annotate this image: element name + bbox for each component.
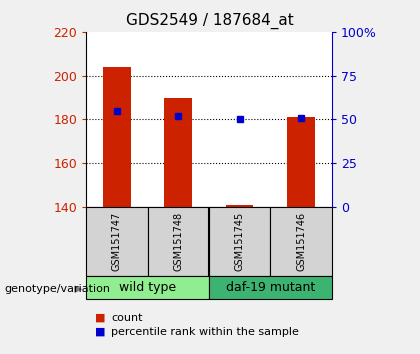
Bar (270, 207, 332, 276)
Bar (209, 276, 332, 299)
Bar (226, 205, 254, 207)
Bar (86, 207, 147, 276)
Text: genotype/variation: genotype/variation (4, 284, 110, 294)
Text: count: count (111, 313, 143, 322)
Text: ■: ■ (94, 313, 105, 322)
Text: ■: ■ (94, 327, 105, 337)
Text: GSM151748: GSM151748 (173, 212, 183, 271)
Bar (86, 276, 209, 299)
Bar (147, 207, 209, 276)
Bar (209, 207, 270, 276)
Text: daf-19 mutant: daf-19 mutant (226, 281, 315, 294)
Text: wild type: wild type (119, 281, 176, 294)
Text: GSM151747: GSM151747 (112, 212, 122, 271)
Text: GDS2549 / 187684_at: GDS2549 / 187684_at (126, 12, 294, 29)
Bar (103, 67, 131, 207)
Text: GSM151745: GSM151745 (235, 212, 245, 271)
Text: percentile rank within the sample: percentile rank within the sample (111, 327, 299, 337)
Bar (164, 98, 192, 207)
Text: GSM151746: GSM151746 (296, 212, 306, 271)
Bar (287, 117, 315, 207)
